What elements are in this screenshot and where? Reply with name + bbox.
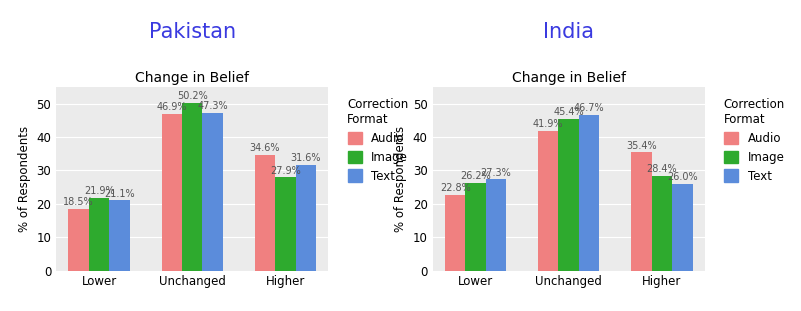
Bar: [651, 176, 672, 271]
Bar: [538, 131, 558, 271]
Text: 21.1%: 21.1%: [104, 188, 135, 198]
Text: 26.0%: 26.0%: [667, 172, 698, 182]
Text: 41.9%: 41.9%: [533, 119, 563, 129]
Legend: Audio, Image, Text: Audio, Image, Text: [343, 93, 413, 187]
Title: Change in Belief: Change in Belief: [512, 71, 626, 85]
Bar: [465, 183, 486, 271]
Bar: [445, 194, 465, 271]
Text: 21.9%: 21.9%: [84, 186, 115, 196]
Text: 28.4%: 28.4%: [646, 164, 677, 174]
Bar: [182, 103, 203, 271]
Bar: [296, 165, 316, 271]
Text: Pakistan: Pakistan: [149, 22, 235, 42]
Text: 31.6%: 31.6%: [291, 154, 321, 164]
Text: 18.5%: 18.5%: [63, 197, 94, 207]
Text: 46.9%: 46.9%: [156, 102, 187, 113]
Bar: [255, 155, 275, 271]
Bar: [579, 115, 599, 271]
Bar: [162, 114, 182, 271]
Text: 50.2%: 50.2%: [177, 91, 207, 101]
Bar: [558, 119, 579, 271]
Text: 22.8%: 22.8%: [440, 183, 470, 193]
Bar: [89, 197, 110, 271]
Legend: Audio, Image, Text: Audio, Image, Text: [719, 93, 790, 187]
Bar: [110, 200, 130, 271]
Text: 35.4%: 35.4%: [626, 141, 657, 151]
Text: 27.3%: 27.3%: [481, 168, 512, 178]
Y-axis label: % of Respondents: % of Respondents: [18, 126, 30, 232]
Text: 26.2%: 26.2%: [461, 171, 491, 182]
Bar: [672, 184, 693, 271]
Bar: [631, 152, 651, 271]
Title: Change in Belief: Change in Belief: [135, 71, 249, 85]
Bar: [203, 113, 223, 271]
Bar: [68, 209, 89, 271]
Text: India: India: [543, 22, 594, 42]
Text: 46.7%: 46.7%: [574, 103, 605, 113]
Text: 45.4%: 45.4%: [553, 107, 584, 118]
Text: 47.3%: 47.3%: [197, 101, 228, 111]
Text: 34.6%: 34.6%: [250, 143, 280, 153]
Bar: [275, 178, 296, 271]
Bar: [486, 179, 506, 271]
Y-axis label: % of Respondents: % of Respondents: [394, 126, 407, 232]
Text: 27.9%: 27.9%: [270, 166, 300, 176]
